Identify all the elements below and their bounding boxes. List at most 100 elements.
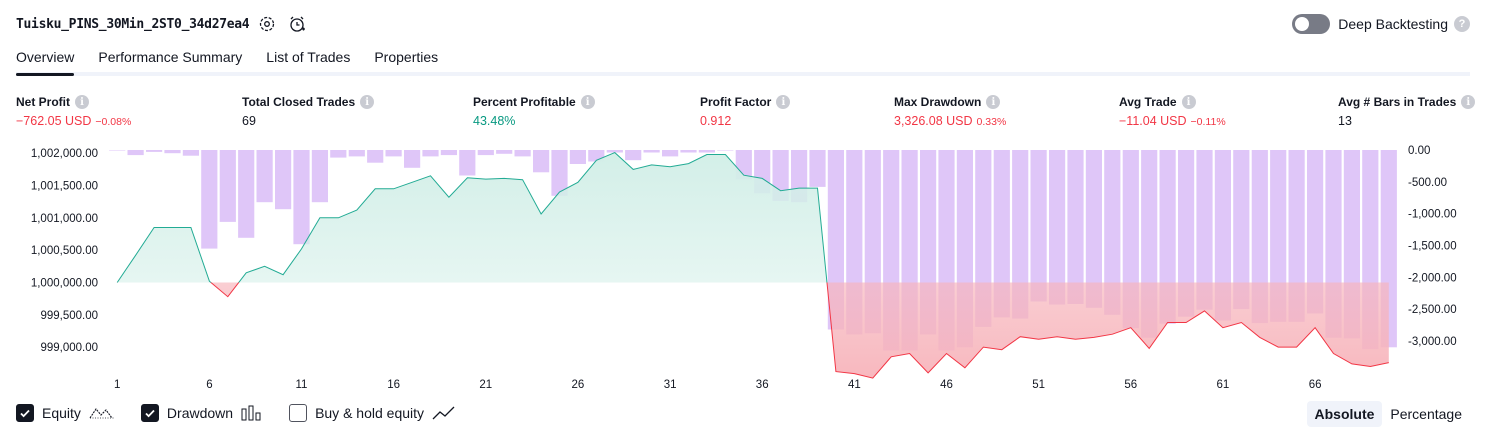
drawdown-bar (293, 150, 310, 245)
gear-icon[interactable] (255, 12, 279, 36)
drawdown-bar (201, 150, 218, 249)
info-icon[interactable]: i (776, 95, 791, 109)
drawdown-bar (1049, 150, 1066, 305)
drawdown-bar (1196, 150, 1213, 310)
info-icon[interactable]: i (986, 95, 1001, 109)
drawdown-bar (680, 150, 697, 153)
equity-line-loss (117, 282, 1389, 379)
left-axis-tick: 999,000.00 (40, 342, 98, 354)
drawdown-bar (1251, 150, 1268, 324)
x-axis-tick: 36 (756, 379, 769, 391)
x-axis-tick: 61 (1217, 379, 1230, 391)
drawdown-bar (1270, 150, 1287, 322)
x-axis-tick: 11 (296, 379, 308, 391)
x-axis-tick: 26 (572, 379, 585, 391)
drawdown-bar (533, 150, 550, 173)
drawdown-bar (588, 150, 605, 162)
buy-hold-checkbox[interactable] (289, 404, 308, 422)
deep-backtesting-toggle[interactable] (1292, 14, 1331, 34)
alarm-clock-plus-icon[interactable] (285, 12, 309, 36)
info-icon[interactable]: i (1461, 95, 1476, 109)
equity-area-profit (117, 152, 827, 283)
x-axis-tick: 56 (1124, 379, 1137, 391)
info-icon[interactable]: i (360, 95, 375, 109)
info-icon[interactable]: i (580, 95, 595, 109)
metric-profit-factor: Profit Factor i 0.912 (700, 94, 791, 128)
tab-overview[interactable]: Overview (16, 44, 75, 76)
help-icon[interactable]: ? (1454, 16, 1470, 32)
metric-value: 3,326.08 USD (894, 114, 973, 128)
drawdown-checkbox[interactable] (140, 404, 159, 422)
metric-percent: −0.08% (95, 116, 132, 128)
toggle-knob (1295, 17, 1310, 31)
drawdown-bar (440, 150, 457, 156)
legend-buy-hold[interactable]: Buy & hold equity (289, 404, 456, 422)
drawdown-bar (1067, 150, 1084, 304)
mode-percentage[interactable]: Percentage (1390, 406, 1462, 422)
scale-mode-switch: Absolute Percentage (1306, 401, 1471, 427)
legend-equity[interactable]: Equity (16, 404, 115, 422)
drawdown-bar (330, 150, 347, 158)
legend-drawdown[interactable]: Drawdown (140, 404, 263, 422)
metric-avg-bars-in-trades: Avg # Bars in Trades i 13 (1338, 94, 1476, 128)
drawdown-bar (1233, 150, 1250, 310)
drawdown-bar (717, 150, 734, 151)
drawdown-bar (1012, 150, 1029, 319)
drawdown-bar (238, 150, 255, 238)
drawdown-bar (477, 150, 494, 156)
left-axis-tick: 1,001,000.00 (31, 213, 98, 225)
metric-percent: −0.11% (1190, 116, 1226, 128)
drawdown-bar (514, 150, 531, 157)
right-axis-tick: -1,000.00 (1408, 209, 1457, 221)
info-icon[interactable]: i (1181, 95, 1196, 109)
metric-label: Profit Factor (700, 95, 772, 109)
drawdown-bar (219, 150, 236, 222)
drawdown-bar (1104, 150, 1121, 315)
strategy-header: Tuisku_PINS_30Min_2ST0_34d27ea4 (16, 12, 309, 36)
tab-properties[interactable]: Properties (374, 49, 439, 65)
drawdown-bar (551, 150, 568, 196)
equity-drawdown-chart[interactable]: 1,002,000.00 1,001,500.00 1,001,000.00 1,00… (0, 140, 1486, 398)
metric-label: Max Drawdown (894, 95, 982, 109)
tab-performance-summary[interactable]: Performance Summary (98, 49, 243, 65)
x-axis-tick: 1 (114, 379, 120, 391)
buy-hold-label: Buy & hold equity (315, 405, 425, 421)
x-axis-tick: 31 (664, 379, 677, 391)
right-axis-tick: -2,500.00 (1408, 304, 1457, 316)
metric-label: Net Profit (16, 95, 70, 109)
drawdown-bar (367, 150, 384, 163)
drawdown-bar (459, 150, 476, 176)
metric-value: 69 (242, 114, 256, 128)
drawdown-bar (146, 150, 163, 152)
drawdown-bar (127, 150, 144, 156)
metric-total-closed-trades: Total Closed Trades i 69 (242, 94, 375, 128)
x-axis-tick: 46 (940, 379, 953, 391)
drawdown-bar (256, 150, 273, 203)
drawdown-bar (1288, 150, 1305, 322)
left-axis-tick: 1,000,500.00 (31, 245, 98, 257)
drawdown-bar (275, 150, 292, 210)
chart-legend: Equity Drawdown Buy & hold equity (16, 402, 482, 424)
tab-list-of-trades[interactable]: List of Trades (266, 49, 351, 65)
x-axis-tick: 41 (848, 379, 861, 391)
metric-net-profit: Net Profit i −762.05 USD −0.08% (16, 94, 131, 128)
info-icon[interactable]: i (75, 95, 89, 109)
left-axis-tick: 1,000,000.00 (31, 278, 98, 290)
drawdown-bar (1159, 150, 1176, 324)
mode-absolute[interactable]: Absolute (1306, 401, 1383, 427)
metric-label: Percent Profitable (473, 95, 576, 109)
drawdown-bar (182, 150, 199, 156)
x-axis-tick: 51 (1032, 379, 1045, 391)
drawdown-bar (1085, 150, 1102, 308)
equity-checkbox[interactable] (16, 404, 34, 422)
metric-value: 13 (1338, 114, 1352, 128)
drawdown-bar (109, 150, 126, 151)
drawdown-bar (1307, 150, 1324, 314)
drawdown-bar (164, 150, 181, 154)
metric-avg-trade: Avg Trade i −11.04 USD −0.11% (1119, 94, 1226, 128)
drawdown-bar (809, 150, 826, 187)
metric-value: 0.912 (700, 114, 732, 128)
drawdown-bar (662, 150, 679, 157)
drawdown-bar (385, 150, 402, 157)
metric-label: Avg Trade (1119, 95, 1177, 109)
